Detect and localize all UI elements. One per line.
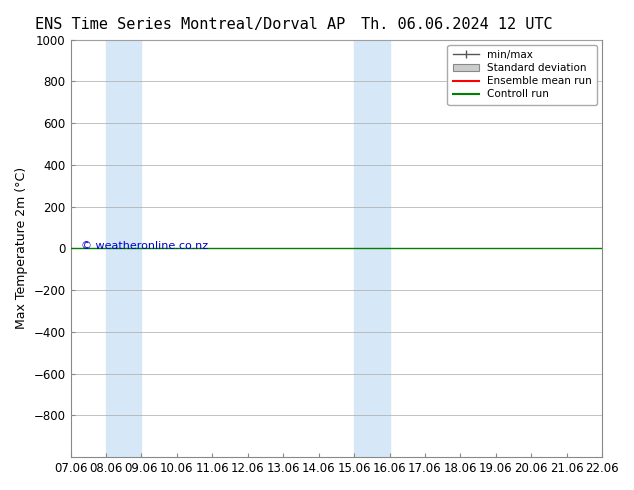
Bar xyxy=(354,40,389,457)
Text: Th. 06.06.2024 12 UTC: Th. 06.06.2024 12 UTC xyxy=(361,17,552,32)
Legend: min/max, Standard deviation, Ensemble mean run, Controll run: min/max, Standard deviation, Ensemble me… xyxy=(448,45,597,104)
Y-axis label: Max Temperature 2m (°C): Max Temperature 2m (°C) xyxy=(15,167,28,329)
Text: ENS Time Series Montreal/Dorval AP: ENS Time Series Montreal/Dorval AP xyxy=(35,17,346,32)
Bar xyxy=(106,40,141,457)
Text: © weatheronline.co.nz: © weatheronline.co.nz xyxy=(81,241,209,251)
